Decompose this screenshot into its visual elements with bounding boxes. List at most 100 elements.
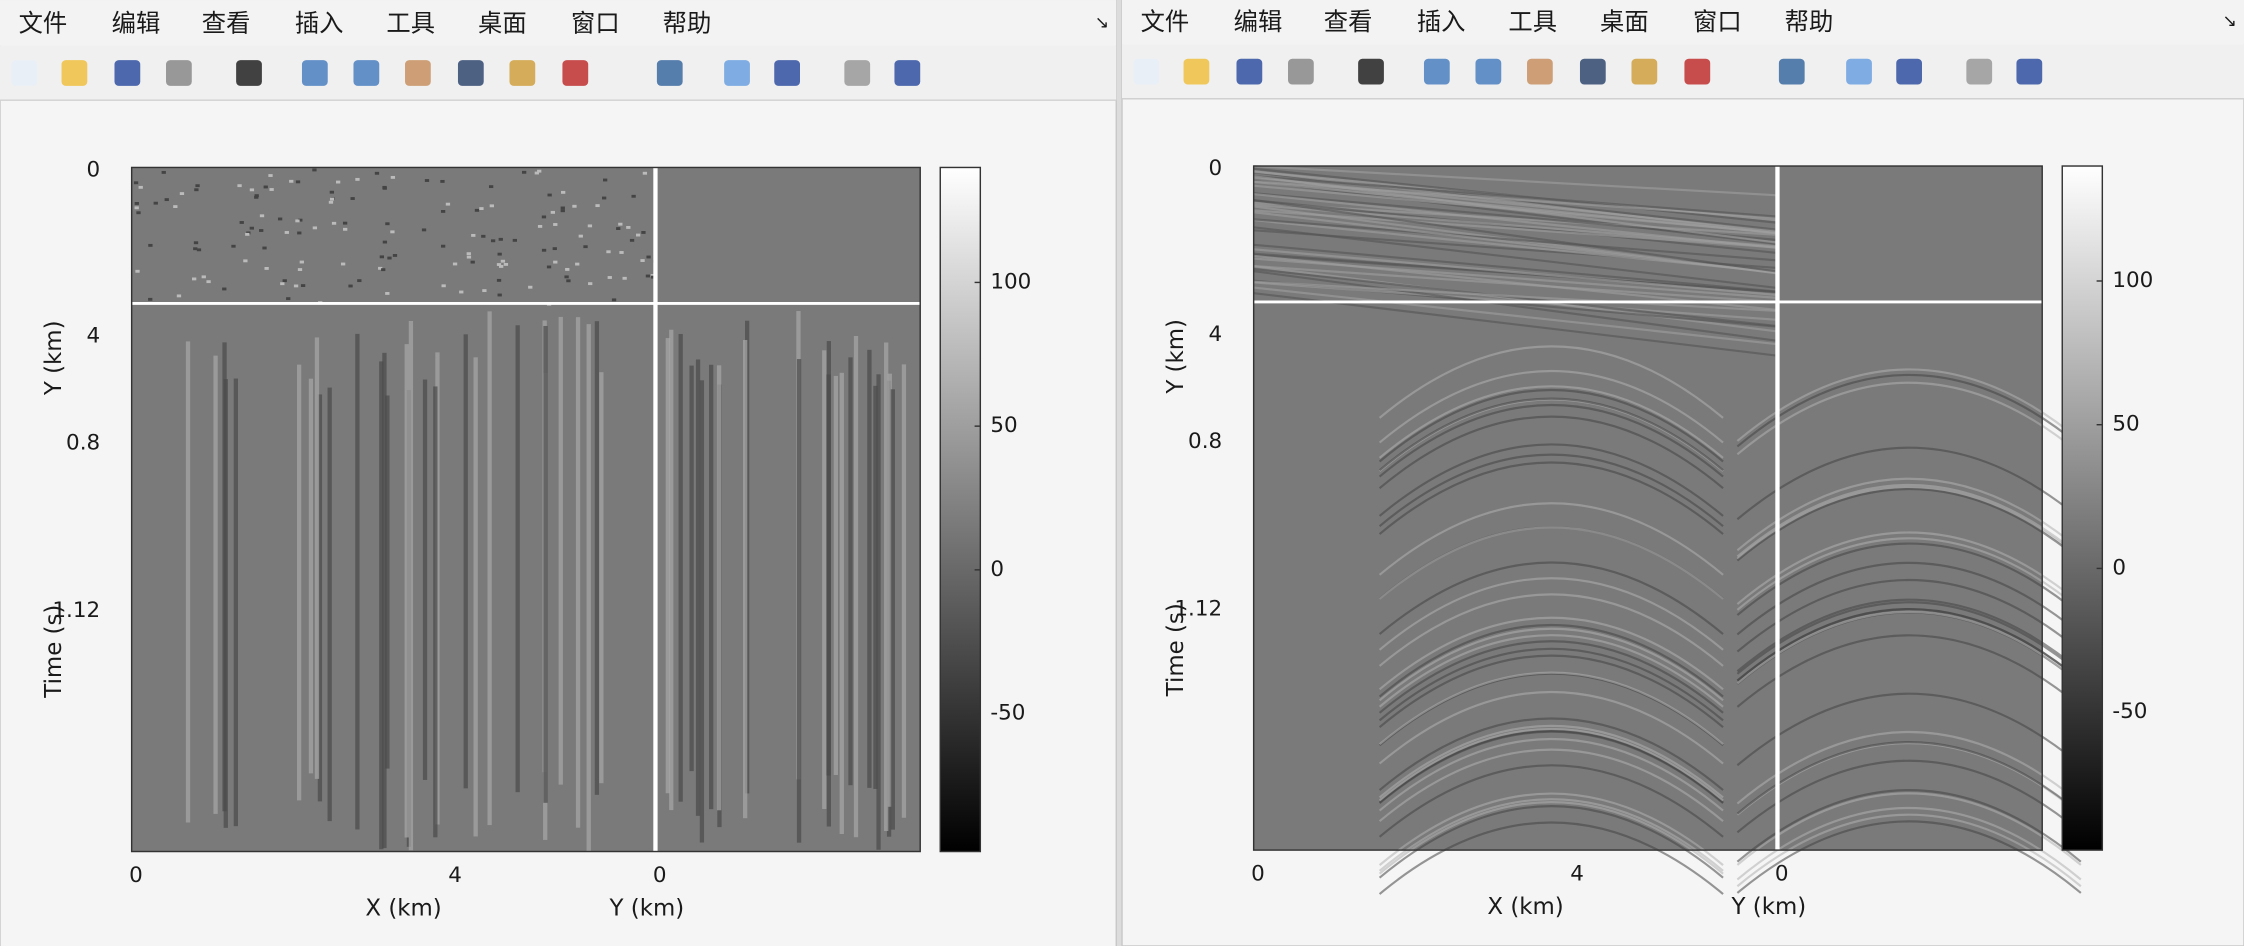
- menu-item[interactable]: 窗口: [1693, 7, 1742, 36]
- noise: [387, 256, 392, 260]
- reflector: [1736, 741, 2082, 815]
- toolbar-button[interactable]: [562, 60, 589, 86]
- menu-item[interactable]: 帮助: [1785, 7, 1834, 36]
- noise: [343, 227, 348, 231]
- toolbar-button[interactable]: [656, 60, 683, 86]
- noise: [390, 175, 396, 179]
- y-axis-label: Y (km): [41, 320, 67, 396]
- noise: [148, 297, 153, 301]
- toolbar-button[interactable]: [236, 60, 262, 86]
- y-tick-label: 1.12: [1174, 597, 1222, 622]
- trace: [742, 339, 748, 819]
- noise: [222, 287, 227, 291]
- reflector: [1378, 389, 1724, 463]
- toolbar-button[interactable]: [509, 60, 536, 86]
- seismic-texture: [1253, 165, 2082, 895]
- noise: [331, 221, 337, 225]
- trace: [884, 342, 889, 832]
- menu-item[interactable]: 查看: [1324, 7, 1373, 36]
- menu-item[interactable]: 桌面: [478, 8, 527, 37]
- menu-item[interactable]: 窗口: [571, 8, 620, 37]
- trace: [408, 321, 414, 851]
- toolbar-button[interactable]: [301, 60, 328, 86]
- noise: [440, 244, 446, 248]
- trace: [379, 361, 384, 850]
- reflector: [1378, 415, 1724, 490]
- toolbar-button[interactable]: [2016, 58, 2043, 85]
- trace: [385, 395, 390, 769]
- toolbar-button[interactable]: [1423, 58, 1450, 85]
- toolbar-button[interactable]: [1896, 58, 1922, 85]
- toolbar-button[interactable]: [1966, 58, 1993, 85]
- noise: [277, 217, 283, 221]
- toolbar-button[interactable]: [166, 60, 192, 86]
- toolbar-button[interactable]: [1778, 58, 1805, 85]
- noise: [445, 202, 451, 206]
- toolbar-button[interactable]: [114, 60, 141, 86]
- noise: [284, 231, 289, 234]
- menu-item[interactable]: 工具: [1508, 7, 1557, 36]
- noise: [440, 179, 445, 183]
- trace: [296, 364, 302, 801]
- reflector: [1378, 561, 1724, 635]
- toolbar-button[interactable]: [894, 60, 921, 86]
- menu-item[interactable]: 帮助: [663, 8, 712, 37]
- toolbar-button[interactable]: [1183, 58, 1210, 85]
- toolbar-button[interactable]: [1288, 58, 1314, 85]
- menu-item[interactable]: 插入: [295, 8, 344, 37]
- noise: [374, 171, 380, 175]
- trace: [314, 337, 320, 779]
- toolbar-button[interactable]: [1527, 58, 1553, 85]
- toolbar-button[interactable]: [1846, 58, 1872, 85]
- noise: [481, 234, 486, 238]
- trace: [716, 365, 722, 811]
- noise: [298, 218, 303, 222]
- layer: [1253, 264, 1778, 304]
- toolbar-button[interactable]: [353, 60, 380, 86]
- menu-item[interactable]: 编辑: [112, 8, 161, 37]
- menu-item[interactable]: 桌面: [1600, 7, 1649, 36]
- toolbar-button[interactable]: [1358, 58, 1384, 85]
- noise: [595, 204, 600, 208]
- reflector: [1736, 611, 2082, 685]
- menu-item[interactable]: 查看: [202, 8, 251, 37]
- noise: [196, 248, 202, 252]
- toolbar-button[interactable]: [1236, 58, 1263, 85]
- toolbar-button[interactable]: [724, 60, 750, 86]
- colorbar-tick-label: -50: [2112, 699, 2147, 724]
- layer: [1253, 286, 1778, 346]
- reflector: [1378, 397, 1724, 471]
- noise: [587, 224, 593, 228]
- toolbar-button[interactable]: [1133, 58, 1160, 85]
- toolbar-button[interactable]: [1684, 58, 1711, 85]
- noise: [299, 260, 304, 264]
- x-axis-label: X (km): [365, 895, 441, 921]
- toolbar-button[interactable]: [1579, 58, 1606, 85]
- menu-item[interactable]: 文件: [19, 8, 68, 37]
- toolbar-button[interactable]: [774, 60, 800, 86]
- menu-item[interactable]: 插入: [1417, 7, 1466, 36]
- noise: [482, 289, 487, 293]
- noise: [497, 293, 502, 297]
- toolbar-button[interactable]: [405, 60, 431, 86]
- toolbar-button[interactable]: [1631, 58, 1658, 85]
- menu-item[interactable]: 工具: [386, 8, 435, 37]
- noise: [459, 290, 464, 294]
- noise: [293, 284, 299, 288]
- noise: [176, 294, 182, 298]
- menu-item[interactable]: 编辑: [1234, 7, 1283, 36]
- toolbar-button[interactable]: [11, 60, 38, 86]
- layer: [1253, 180, 1778, 246]
- toolbar-button[interactable]: [457, 60, 484, 86]
- noise: [479, 207, 484, 210]
- reflector: [1736, 598, 2082, 673]
- menu-item[interactable]: 文件: [1141, 7, 1190, 36]
- noise: [646, 255, 651, 259]
- right-panel: [655, 167, 921, 304]
- toolbar-button[interactable]: [61, 60, 88, 86]
- trace: [890, 389, 895, 830]
- toolbar-button[interactable]: [844, 60, 871, 86]
- noise: [335, 180, 341, 184]
- noise: [534, 171, 539, 175]
- toolbar-button[interactable]: [1475, 58, 1502, 85]
